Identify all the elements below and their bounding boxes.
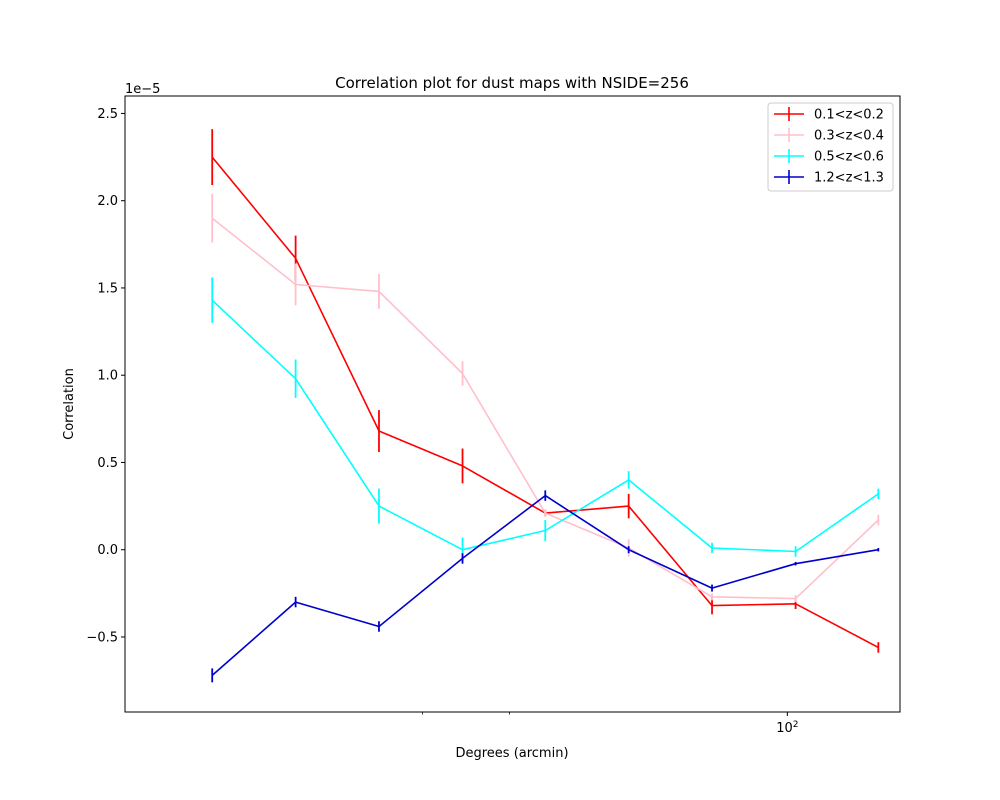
- series-4: [211, 490, 880, 683]
- y-tick-label: 0.0: [97, 543, 118, 558]
- series-3: [211, 277, 880, 562]
- series-layer: [211, 129, 880, 683]
- y-tick-label: 2.5: [97, 107, 118, 122]
- y-tick-label: −0.5: [86, 630, 118, 645]
- plot-frame: [124, 95, 901, 713]
- legend-entry-label: 1.2<z<1.3: [814, 171, 884, 186]
- legend: 0.1<z<0.2 0.3<z<0.4 0.5<z<0.6 1.2<z<1.3: [767, 102, 894, 192]
- plot-area: [211, 129, 880, 683]
- y-tick-label: 2.0: [97, 194, 118, 209]
- y-tick-label: 0.5: [97, 456, 118, 471]
- legend-entry-label: 0.1<z<0.2: [814, 108, 884, 123]
- y-offset-label: 1e−5: [125, 82, 160, 97]
- legend-frame: [767, 102, 894, 192]
- legend-entry-label: 0.3<z<0.4: [814, 129, 884, 144]
- y-axis-label: Correlation: [62, 368, 77, 440]
- y-tick-label: 1.0: [97, 369, 118, 384]
- y-axis-ticks: −0.5 0.0 0.5 1.0 1.5 2.0 2.5: [86, 107, 125, 645]
- x-axis-label: Degrees (arcmin): [455, 746, 568, 761]
- chart-title: Correlation plot for dust maps with NSID…: [335, 74, 689, 92]
- legend-entry-label: 0.5<z<0.6: [814, 150, 884, 165]
- series-2: [211, 193, 880, 603]
- x-tick-label: 102: [776, 720, 798, 736]
- y-tick-label: 1.5: [97, 281, 118, 296]
